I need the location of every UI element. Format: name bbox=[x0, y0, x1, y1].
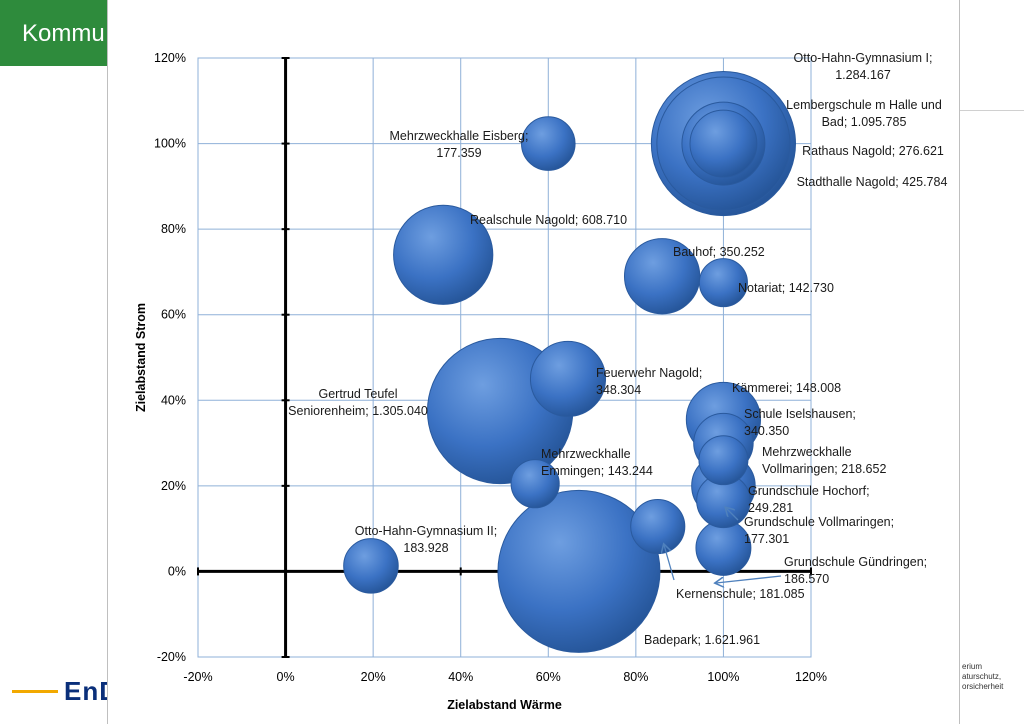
bubbles bbox=[343, 70, 797, 653]
bubble-label: Grundschule Gündringen; 186.570 bbox=[784, 555, 927, 586]
bubble-label-line: Bauhof; 350.252 bbox=[673, 245, 765, 259]
bubble-label: Kämmerei; 148.008 bbox=[732, 381, 841, 395]
x-tick-label: 60% bbox=[536, 670, 561, 684]
bubble-otto-hahn-gymnasium-ii bbox=[343, 538, 399, 594]
bubble-realschule-nagold bbox=[393, 204, 494, 305]
bubble-badepark bbox=[497, 489, 661, 653]
leader-arrows bbox=[664, 508, 782, 583]
bubble-label-line: 348.304 bbox=[596, 383, 641, 397]
y-tick-label: 80% bbox=[161, 222, 186, 236]
bubble-kernenschule bbox=[630, 498, 686, 555]
bubble-label-line: Kämmerei; 148.008 bbox=[732, 381, 841, 395]
bubble-label-line: 249.281 bbox=[748, 501, 793, 515]
bubble-label-line: Mehrzweckhalle bbox=[541, 447, 631, 461]
decorative-divider bbox=[960, 110, 1024, 111]
bubble-mehrzweckhalle-emmingen bbox=[510, 459, 560, 509]
bubble-label-line: Seniorenheim; 1.305.040 bbox=[288, 404, 428, 418]
bubble-label-line: Kernenschule; 181.085 bbox=[676, 587, 805, 601]
bubble-label-line: 183.928 bbox=[403, 541, 448, 555]
y-tick-label: 0% bbox=[168, 564, 186, 578]
y-tick-label: 100% bbox=[154, 137, 186, 151]
bubble-label: Mehrzweckhalle Vollmaringen; 218.652 bbox=[762, 445, 886, 476]
bubble-label: Grundschule Vollmaringen; 177.301 bbox=[744, 515, 894, 546]
footer-ministry-text: erium aturschutz, orsicherheit bbox=[962, 662, 1022, 692]
y-tick-label: 40% bbox=[161, 393, 186, 407]
leader-arrow bbox=[664, 545, 675, 581]
chart-panel: Otto-Hahn-Gymnasium I; 1.284.167 Lembergsc… bbox=[107, 0, 960, 724]
bubble-label-line: Mehrzweckhalle Eisberg; bbox=[390, 129, 529, 143]
x-tick-label: 100% bbox=[707, 670, 739, 684]
bubble-feuerwehr-nagold bbox=[529, 340, 607, 417]
bubble-label: Badepark; 1.621.961 bbox=[644, 633, 760, 647]
bubble-label: Mehrzweckhalle Eisberg; 177.359 bbox=[390, 129, 529, 160]
bubble-label-line: 1.284.167 bbox=[835, 68, 891, 82]
bubble-label-line: Otto-Hahn-Gymnasium II; bbox=[355, 524, 497, 538]
bubble-mehrzweckhalle-eisberg bbox=[521, 116, 576, 171]
bubble-label-line: Grundschule Vollmaringen; bbox=[744, 515, 894, 529]
bubble-label-line: Lembergschule m Halle und bbox=[786, 98, 942, 112]
bubble-label-line: Realschule Nagold; 608.710 bbox=[470, 213, 627, 227]
tick-labels: -20% 0% 20% 40% 60% 80% 100% 120% -20% 0% 20% 40% 60… bbox=[154, 51, 827, 684]
x-tick-label: 20% bbox=[361, 670, 386, 684]
bubble-label-line: Schule Iselshausen; bbox=[744, 407, 856, 421]
bubble-label: Lembergschule m Halle und Bad; 1.095.785 bbox=[786, 98, 942, 129]
bubble-label: Mehrzweckhalle Emmingen; 143.244 bbox=[541, 447, 653, 478]
y-tick-label: 60% bbox=[161, 308, 186, 322]
bubble-label-line: Notariat; 142.730 bbox=[738, 281, 834, 295]
bubble-k-mmerei bbox=[698, 435, 749, 486]
bubble-label: Grundschule Hochorf; 249.281 bbox=[748, 484, 870, 515]
bubble-label: Realschule Nagold; 608.710 bbox=[470, 213, 627, 227]
bubble-label-line: 186.570 bbox=[784, 572, 829, 586]
y-tick-label: 120% bbox=[154, 51, 186, 65]
bubble-label-line: Rathaus Nagold; 276.621 bbox=[802, 144, 944, 158]
leader-arrow bbox=[716, 575, 782, 583]
x-tick-label: 80% bbox=[623, 670, 648, 684]
bubble-label: Otto-Hahn-Gymnasium I; 1.284.167 bbox=[794, 51, 933, 82]
bubble-label: Rathaus Nagold; 276.621 bbox=[802, 144, 944, 158]
y-tick-label: -20% bbox=[157, 650, 186, 664]
bubble-labels: Otto-Hahn-Gymnasium I; 1.284.167 Lembergsc… bbox=[288, 51, 947, 647]
bubble-notariat bbox=[698, 258, 748, 308]
bubble-rathaus-nagold bbox=[689, 109, 758, 178]
logo-accent-line bbox=[12, 690, 58, 693]
bubble-label-line: Vollmaringen; 218.652 bbox=[762, 462, 886, 476]
footer-line: orsicherheit bbox=[962, 682, 1004, 691]
bubble-label-line: Stadthalle Nagold; 425.784 bbox=[797, 175, 948, 189]
bubble-label-line: Emmingen; 143.244 bbox=[541, 464, 653, 478]
bubble-label-line: 177.301 bbox=[744, 532, 789, 546]
bubble-label-line: 177.359 bbox=[436, 146, 481, 160]
bubble-label: Stadthalle Nagold; 425.784 bbox=[797, 175, 948, 189]
bubble-label: Schule Iselshausen; 340.350 bbox=[744, 407, 856, 438]
bubble-label: Feuerwehr Nagold; 348.304 bbox=[596, 366, 702, 397]
bubble-label: Gertrud Teufel Seniorenheim; 1.305.040 bbox=[288, 387, 428, 418]
x-tick-label: 40% bbox=[448, 670, 473, 684]
x-tick-label: 120% bbox=[795, 670, 827, 684]
y-axis-title: Zielabstand Strom bbox=[134, 303, 148, 412]
x-axis-title: Zielabstand Wärme bbox=[447, 698, 562, 712]
leader-arrow bbox=[726, 508, 739, 521]
bubble-label: Otto-Hahn-Gymnasium II; 183.928 bbox=[355, 524, 497, 555]
footer-line: erium bbox=[962, 662, 983, 671]
bubble-label-line: Mehrzweckhalle bbox=[762, 445, 852, 459]
bubble-label-line: Gertrud Teufel bbox=[319, 387, 398, 401]
bubble-label: Kernenschule; 181.085 bbox=[676, 587, 805, 601]
x-tick-label: 0% bbox=[277, 670, 295, 684]
bubble-label: Bauhof; 350.252 bbox=[673, 245, 765, 259]
bubble-label-line: Grundschule Hochorf; bbox=[748, 484, 870, 498]
plot-border bbox=[197, 57, 812, 658]
bubble-label-line: Grundschule Gündringen; bbox=[784, 555, 927, 569]
bubble-label-line: Badepark; 1.621.961 bbox=[644, 633, 760, 647]
bubble-label-line: 340.350 bbox=[744, 424, 789, 438]
bubble-chart: Otto-Hahn-Gymnasium I; 1.284.167 Lembergsc… bbox=[134, 51, 947, 712]
bubble-label-line: Otto-Hahn-Gymnasium I; bbox=[794, 51, 933, 65]
bubble-grundschule-g-ndringen bbox=[695, 519, 752, 576]
slide-title: Kommu bbox=[22, 20, 105, 47]
footer-line: aturschutz, bbox=[962, 672, 1002, 681]
bubble-label-line: Feuerwehr Nagold; bbox=[596, 366, 702, 380]
bubble-label: Notariat; 142.730 bbox=[738, 281, 834, 295]
x-tick-label: -20% bbox=[183, 670, 212, 684]
y-tick-label: 20% bbox=[161, 479, 186, 493]
bubble-label-line: Bad; 1.095.785 bbox=[822, 115, 907, 129]
